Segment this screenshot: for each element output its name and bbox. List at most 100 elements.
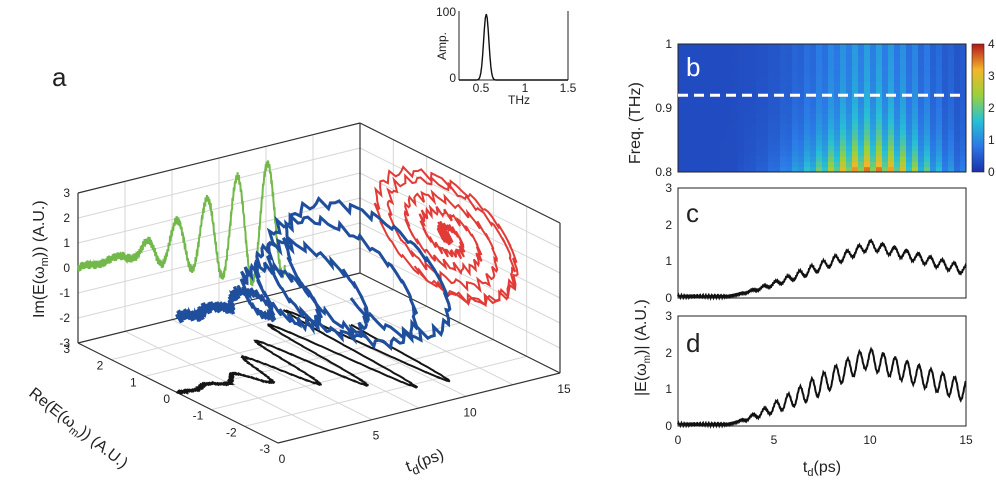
heatmap-cell xyxy=(732,60,739,66)
heatmap-cell xyxy=(792,65,799,72)
a-im-tick: 2 xyxy=(63,211,70,225)
heatmap-cell xyxy=(894,150,901,157)
heatmap-cell xyxy=(942,97,949,104)
heatmap-cell xyxy=(918,70,925,77)
heatmap-cell xyxy=(780,70,787,77)
heatmap-cell xyxy=(876,49,883,56)
heatmap-cell xyxy=(726,65,733,72)
heatmap-cell xyxy=(942,44,949,50)
heatmap-cell xyxy=(840,97,847,104)
heatmap-cell xyxy=(852,118,859,125)
heatmap-cell xyxy=(924,124,931,130)
heatmap-cell xyxy=(888,97,895,104)
heatmap-cell xyxy=(816,145,823,152)
heatmap-cell xyxy=(732,124,739,130)
heatmap-cell xyxy=(942,150,949,157)
heatmap-cell xyxy=(822,118,829,125)
heatmap-cell xyxy=(870,102,877,109)
heatmap-cell xyxy=(912,65,919,72)
heatmap-cell xyxy=(888,102,895,109)
heatmap-cell xyxy=(738,150,745,157)
heatmap-cell xyxy=(930,86,937,93)
heatmap-cell xyxy=(690,54,697,61)
heatmap-cell xyxy=(762,124,769,130)
heatmap-cell xyxy=(678,113,685,120)
heatmap-cell xyxy=(798,70,805,77)
heatmap-cell xyxy=(714,81,721,88)
heatmap-cell xyxy=(930,134,937,141)
heatmap-cell xyxy=(912,140,919,146)
heatmap-cell xyxy=(894,145,901,152)
heatmap-cell xyxy=(804,156,811,162)
heatmap-cell xyxy=(882,113,889,120)
heatmap-cell xyxy=(720,161,727,168)
heatmap-cell xyxy=(876,102,883,109)
heatmap-cell xyxy=(816,102,823,109)
heatmap-cell xyxy=(786,97,793,104)
heatmap-cell xyxy=(696,65,703,72)
heatmap-cell xyxy=(774,86,781,93)
heatmap-cell xyxy=(762,70,769,77)
heatmap-cell xyxy=(918,129,925,136)
heatmap-cell xyxy=(924,129,931,136)
heatmap-cell xyxy=(858,54,865,61)
heatmap-cell xyxy=(822,65,829,72)
heatmap-cell xyxy=(948,124,955,130)
heatmap-cell xyxy=(876,113,883,120)
heatmap-cell xyxy=(804,145,811,152)
cbar-tick-1: 1 xyxy=(988,133,995,147)
heatmap-cell xyxy=(954,145,961,152)
re-axis-label: Re(E(ωm)) (A.U.) xyxy=(24,385,131,475)
heatmap-cell xyxy=(690,81,697,88)
heatmap-cell xyxy=(696,60,703,66)
heatmap-cell xyxy=(834,113,841,120)
d-ytick-3: 3 xyxy=(665,309,672,323)
heatmap-cell xyxy=(870,60,877,66)
heatmap-cell xyxy=(708,86,715,93)
heatmap-cell xyxy=(798,54,805,61)
heatmap-cell xyxy=(720,156,727,162)
heatmap-cell xyxy=(930,161,937,168)
heatmap-cell xyxy=(738,76,745,82)
heatmap-cell xyxy=(702,44,709,50)
heatmap-cell xyxy=(954,81,961,88)
a-re-tick: 2 xyxy=(97,359,104,373)
heatmap-cell xyxy=(918,76,925,82)
heatmap-cell xyxy=(822,145,829,152)
heatmap-cell xyxy=(756,81,763,88)
heatmap-cell xyxy=(954,134,961,141)
heatmap-cell xyxy=(786,44,793,50)
heatmap-cell xyxy=(774,124,781,130)
heatmap-cell xyxy=(942,70,949,77)
heatmap-cell xyxy=(930,113,937,120)
heatmap-cell xyxy=(780,102,787,109)
heatmap-cell xyxy=(888,150,895,157)
heatmap-cell xyxy=(948,156,955,162)
heatmap-cell xyxy=(954,70,961,77)
im-axis-label: Im(E(ωm)) (A.U.) xyxy=(31,200,51,318)
heatmap-cell xyxy=(876,129,883,136)
heatmap-cell xyxy=(822,54,829,61)
heatmap-cell xyxy=(768,108,775,114)
heatmap-cell xyxy=(714,140,721,146)
heatmap-cell xyxy=(768,118,775,125)
heatmap-cell xyxy=(678,102,685,109)
a-re-tick: 0 xyxy=(163,392,170,406)
heatmap-cell xyxy=(714,49,721,56)
heatmap-cell xyxy=(744,113,751,120)
heatmap-cell xyxy=(948,161,955,168)
heatmap-cell xyxy=(852,60,859,66)
heatmap-cell xyxy=(816,140,823,146)
heatmap-cell xyxy=(744,150,751,157)
heatmap-cell xyxy=(900,150,907,157)
heatmap-cell xyxy=(792,86,799,93)
heatmap-cell xyxy=(936,49,943,56)
heatmap-cell xyxy=(852,124,859,130)
heatmap-cell xyxy=(960,140,967,146)
heatmap-cell xyxy=(834,156,841,162)
heatmap-cell xyxy=(726,81,733,88)
heatmap-cell xyxy=(858,113,865,120)
heatmap-cell xyxy=(744,76,751,82)
heatmap-cell xyxy=(936,113,943,120)
cbar-tick-4: 4 xyxy=(988,37,995,51)
